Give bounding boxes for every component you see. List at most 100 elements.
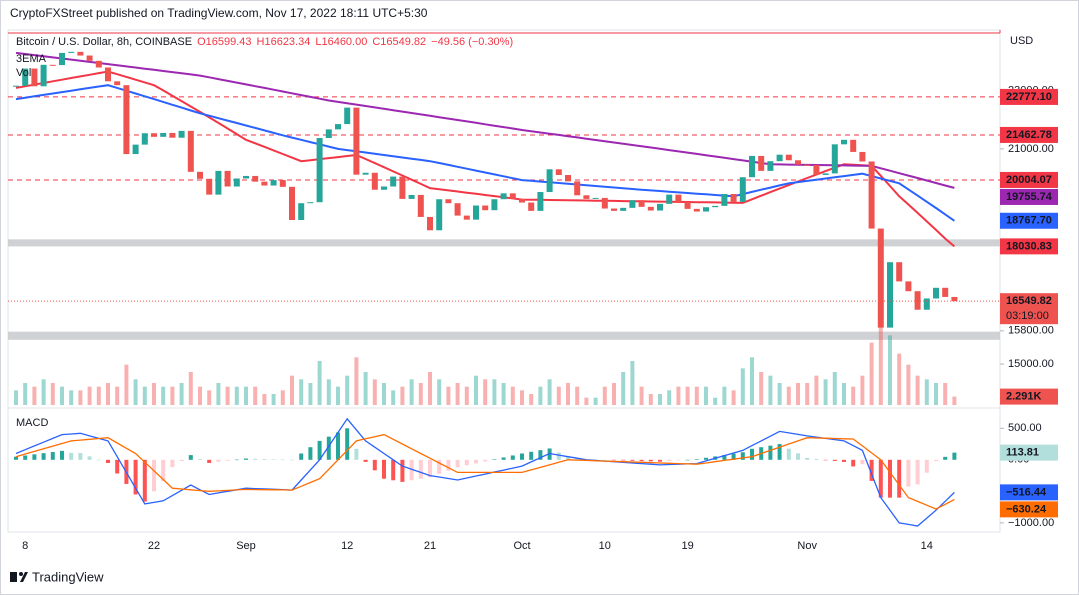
candle (187, 130, 194, 172)
histogram-bar (106, 459, 110, 463)
histogram-bar (860, 459, 865, 465)
candle (822, 173, 829, 175)
histogram-bar (336, 432, 340, 460)
histogram-bar (612, 459, 616, 461)
volume-bar (244, 386, 248, 405)
histogram-bar (32, 454, 37, 460)
volume-bar (658, 394, 662, 405)
candle (289, 186, 295, 220)
histogram-bar (262, 459, 267, 460)
candle (95, 60, 102, 68)
volume-bar (520, 390, 524, 405)
volume-bar (133, 379, 138, 405)
histogram-bar (170, 459, 175, 468)
volume-bar (805, 383, 810, 405)
candle (951, 296, 958, 302)
volume-bar (280, 390, 285, 405)
histogram-bar (814, 458, 819, 460)
histogram-bar (786, 448, 791, 460)
volume-bar (860, 375, 865, 405)
volume-bar (308, 383, 313, 405)
histogram-bar (299, 453, 304, 460)
histogram-bar (464, 459, 469, 466)
volume-bar (216, 383, 221, 405)
candle (859, 151, 866, 162)
histogram-bar (418, 459, 423, 479)
volume-bar (253, 386, 258, 405)
price-label-box (1000, 88, 1058, 105)
histogram-bar (41, 453, 46, 460)
histogram-bar (731, 453, 736, 460)
y-tick-label: 15800.00 (1008, 325, 1054, 337)
histogram-bar (593, 459, 598, 460)
x-tick-label: 10 (599, 540, 611, 552)
price-label: 21462.78 (1006, 129, 1052, 141)
price-label: 16549.82 (1006, 295, 1052, 307)
histogram-bar (722, 455, 727, 460)
histogram-bar (372, 459, 377, 471)
volume-bar (694, 386, 699, 405)
volume-bar (326, 379, 331, 405)
ema-line (15, 51, 955, 189)
candle (657, 203, 663, 211)
x-tick-label: 22 (148, 540, 160, 552)
histogram-bar (326, 436, 331, 460)
volume-bar (400, 386, 405, 405)
logo-mark (20, 572, 28, 582)
x-tick-label: 14 (921, 540, 933, 552)
candle (279, 180, 286, 187)
volume-bar (897, 353, 902, 405)
volume-bar (704, 386, 708, 405)
volume-bar (575, 386, 580, 405)
candle (795, 160, 801, 165)
volume-bar (446, 386, 451, 405)
candle (804, 164, 811, 166)
volume-bar (777, 383, 782, 405)
histogram-bar (78, 453, 83, 460)
histogram-bar (87, 456, 92, 460)
logo-mark (10, 572, 17, 582)
x-tick-label: 19 (681, 540, 693, 552)
candle (390, 176, 397, 187)
candle (877, 228, 884, 328)
volume-bar (566, 383, 570, 405)
histogram-bar (60, 450, 64, 460)
candle (141, 133, 148, 145)
candle (307, 202, 314, 204)
histogram-bar (317, 440, 322, 460)
histogram-bar (648, 459, 653, 462)
volume-bar (740, 368, 745, 405)
volume-bar (124, 364, 129, 405)
volume-bar (796, 383, 800, 405)
candle (831, 144, 838, 174)
candle (905, 281, 912, 292)
candle (13, 85, 19, 87)
candle (169, 132, 176, 138)
candle (417, 194, 424, 217)
candle (776, 154, 783, 162)
candle (473, 205, 479, 220)
candle (362, 172, 369, 175)
candle (923, 298, 930, 310)
ohlc: −49.56 (−0.30%) (431, 36, 513, 48)
volume-bar (188, 372, 193, 405)
currency: USD (1010, 35, 1033, 47)
logo: TradingView (10, 569, 104, 584)
volume-bar (713, 397, 718, 405)
candle (68, 51, 75, 53)
candle (215, 170, 222, 195)
volume-bar (934, 383, 938, 405)
ohlc: L16460.00 (315, 36, 367, 48)
histogram-bar (630, 459, 635, 461)
price-label-box (1000, 212, 1058, 229)
histogram-bar (934, 459, 938, 462)
volume-bar (648, 394, 653, 405)
candle (887, 262, 893, 328)
volume-bar (851, 386, 856, 405)
histogram-bar (952, 452, 957, 460)
histogram-bar (768, 445, 773, 460)
candle (243, 175, 249, 179)
volume-bar (878, 324, 883, 405)
candle (684, 201, 691, 209)
candle (482, 205, 489, 211)
